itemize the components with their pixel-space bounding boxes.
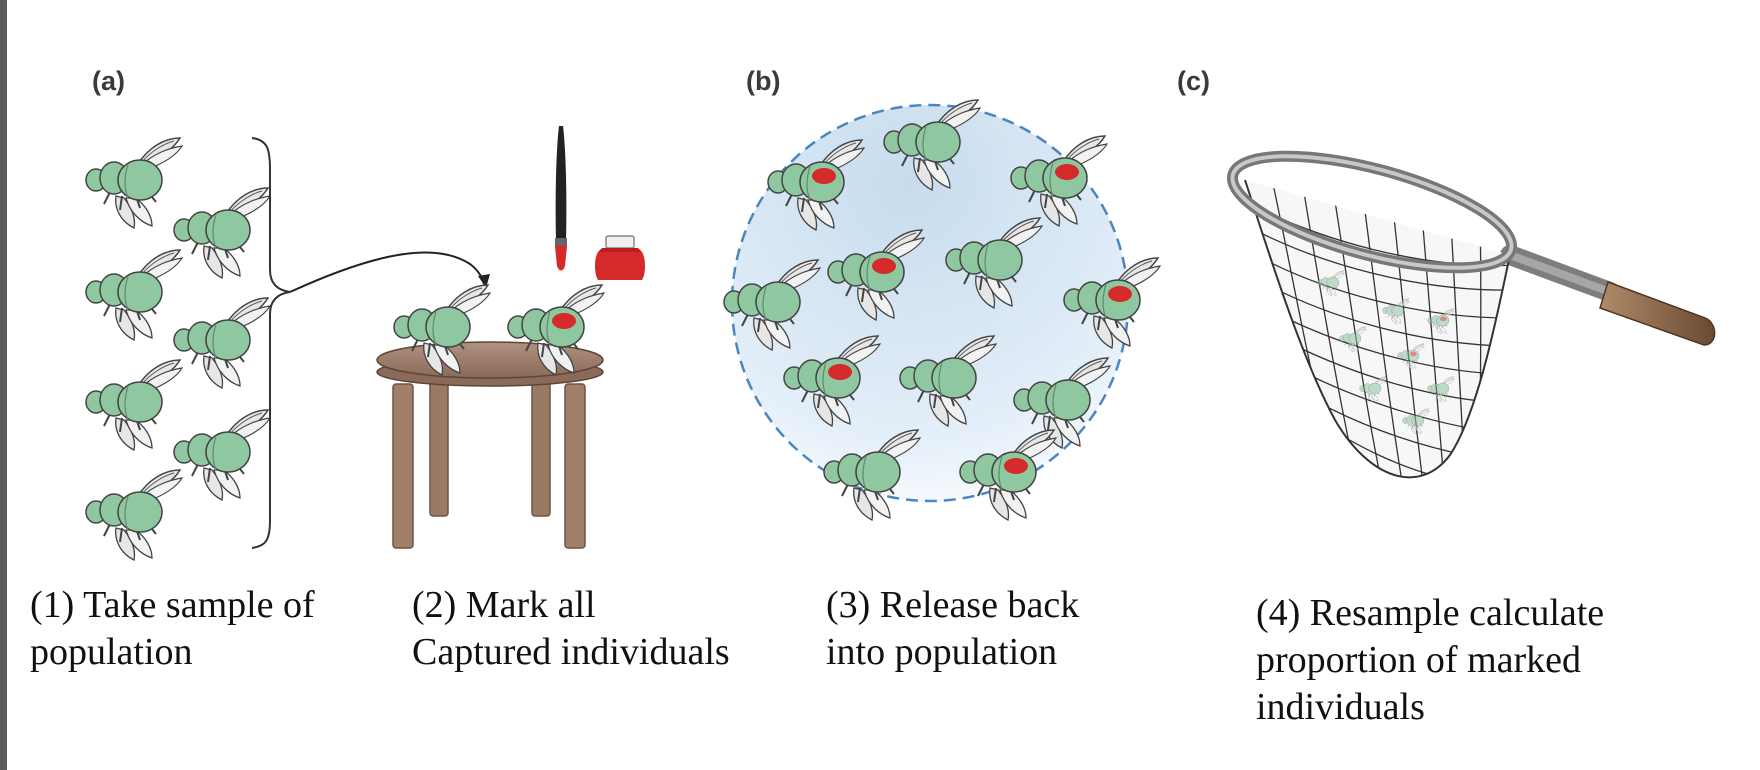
panel-label-a: (a)	[92, 66, 125, 96]
panel-label-c: (c)	[1177, 66, 1210, 96]
caption-step-1-line-1: (1) Take sample of	[30, 584, 315, 626]
caption-step-2: (2) Mark all Captured individuals	[412, 582, 730, 676]
caption-step-4-line-1: (4) Resample calculate	[1256, 592, 1605, 634]
population-circle	[723, 99, 1160, 521]
fly-icon	[85, 469, 183, 561]
fly-icon	[85, 249, 183, 341]
sample-flies-group	[85, 137, 271, 561]
caption-step-3: (3) Release back into population	[826, 582, 1079, 676]
caption-step-1-line-2: population	[30, 631, 193, 673]
fly-icon	[85, 359, 183, 451]
caption-step-1: (1) Take sample of population	[30, 582, 315, 676]
ink-pot-icon	[595, 235, 645, 280]
table-icon	[376, 341, 604, 549]
caption-step-2-line-1: (2) Mark all	[412, 584, 596, 626]
panel-label-b: (b)	[746, 66, 781, 96]
caption-step-2-line-2: Captured individuals	[412, 631, 730, 673]
fly-icon	[173, 187, 271, 279]
butterfly-net-icon	[1226, 150, 1716, 479]
window-edge	[0, 0, 7, 770]
fly-icon	[173, 297, 271, 389]
caption-step-3-line-1: (3) Release back	[826, 584, 1080, 626]
caption-step-4-line-3: individuals	[1256, 686, 1425, 728]
fly-icon	[85, 137, 183, 229]
paintbrush-icon	[555, 126, 567, 271]
caption-step-4-line-2: proportion of marked	[1256, 639, 1582, 681]
caption-step-4: (4) Resample calculate proportion of mar…	[1256, 590, 1604, 731]
caption-step-3-line-2: into population	[826, 631, 1058, 673]
fly-icon	[173, 409, 271, 501]
arrow-icon	[289, 251, 485, 293]
